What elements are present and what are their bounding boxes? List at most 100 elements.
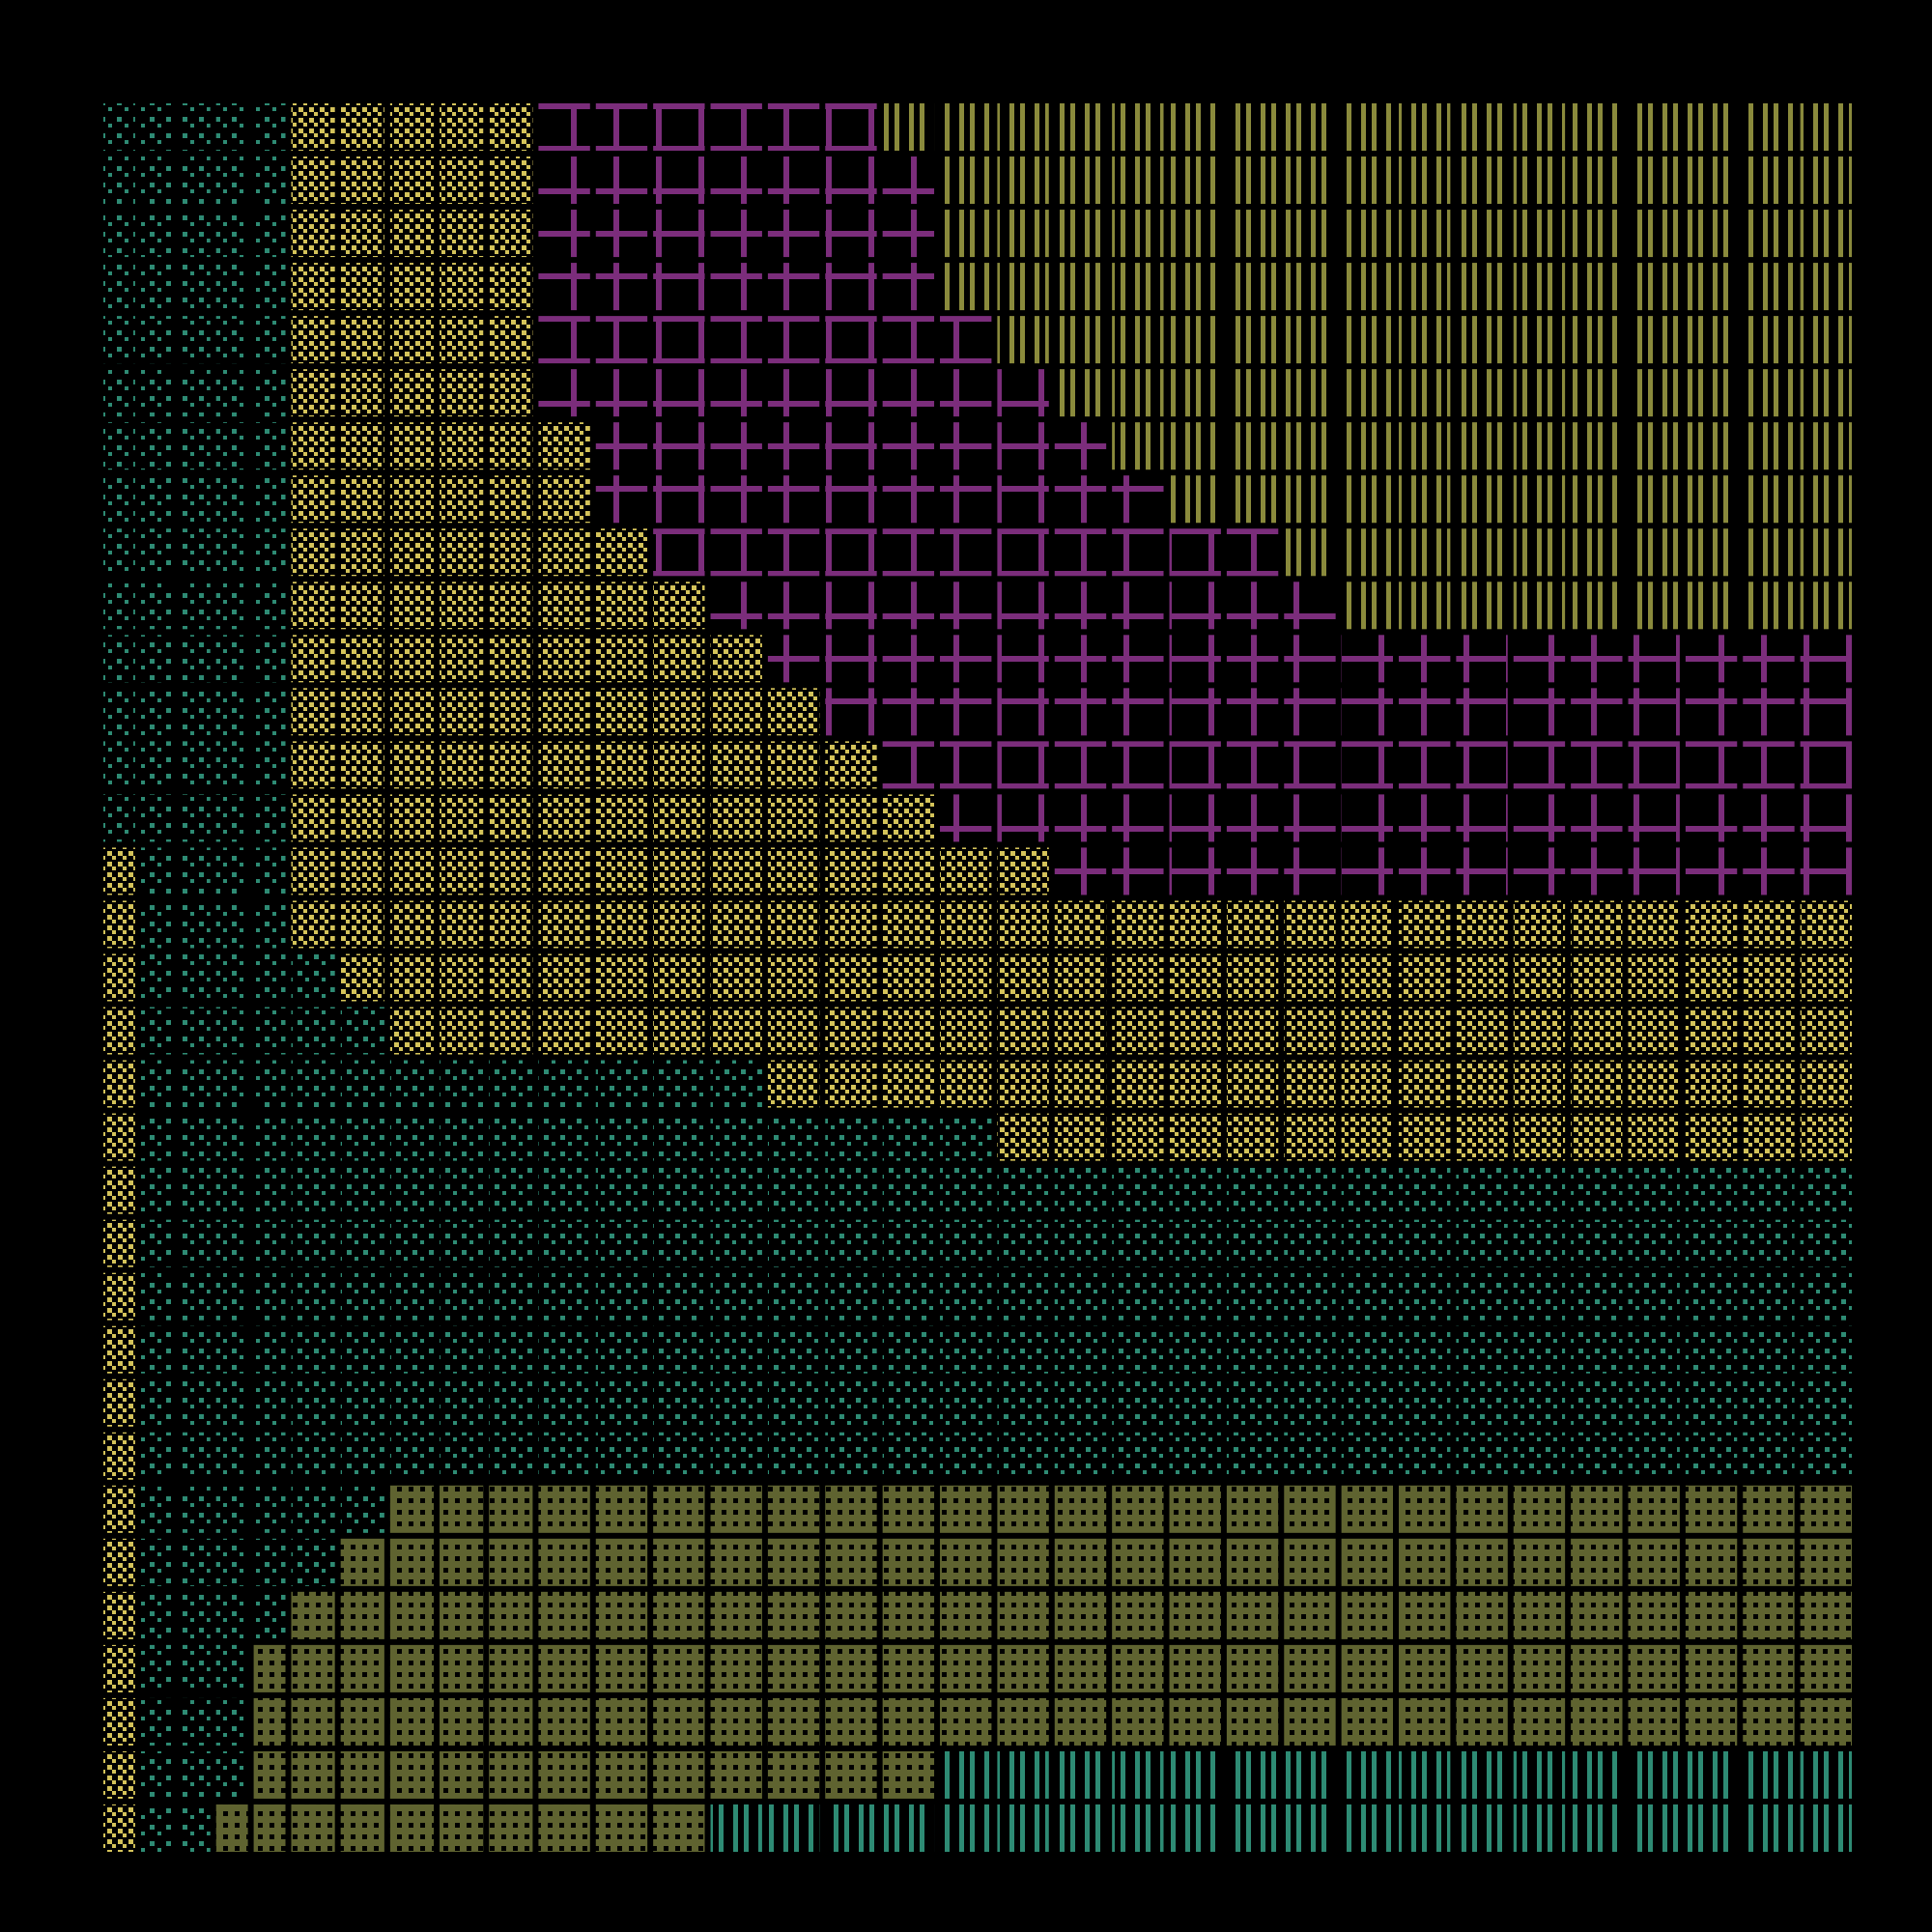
mosaic-cell [178,1007,211,1055]
mosaic-cell [215,1166,248,1214]
mosaic-cell [825,847,877,895]
mosaic-cell [653,369,705,417]
mosaic-cell [825,582,877,630]
mosaic-cell [1341,1804,1394,1852]
mosaic-cell [253,1432,286,1480]
mosaic-cell [595,475,648,524]
mosaic-cell [710,1060,762,1108]
mosaic-cell [1685,1804,1738,1852]
mosaic-cell [595,1804,648,1852]
mosaic-cell [767,688,820,736]
mosaic-cell [489,316,533,364]
mosaic-cell [653,1750,705,1799]
mosaic-cell [340,635,384,683]
mosaic-cell [1169,369,1221,417]
mosaic-cell [882,1591,935,1639]
mosaic-cell [1743,422,1795,470]
mosaic-cell [178,316,211,364]
mosaic-cell [1112,1272,1164,1321]
mosaic-cell [1284,1272,1336,1321]
mosaic-cell [215,316,248,364]
mosaic-cell [340,1804,384,1852]
mosaic-cell [1284,688,1336,736]
mosaic-cell [1399,369,1451,417]
mosaic-cell [1456,794,1508,842]
mosaic-cell [1800,635,1852,683]
mosaic-cell [538,741,590,789]
mosaic-cell [1341,316,1394,364]
mosaic-cell [538,1697,590,1746]
mosaic-cell [1743,1432,1795,1480]
mosaic-cell [178,1538,211,1586]
mosaic-cell [997,1325,1049,1374]
mosaic-cell [1284,1697,1336,1746]
mosaic-cell [1169,1060,1221,1108]
mosaic-cell [825,900,877,949]
mosaic-cell [389,1219,435,1267]
mosaic-cell [882,369,935,417]
mosaic-cell [1685,1644,1738,1692]
mosaic-cell [767,1007,820,1055]
mosaic-cell [1571,1750,1623,1799]
mosaic-cell [997,1538,1049,1586]
mosaic-cell [1628,741,1680,789]
mosaic-cell [291,1325,335,1374]
mosaic-cell [1628,1432,1680,1480]
mosaic-cell [1112,1644,1164,1692]
mosaic-cell [882,1166,935,1214]
mosaic-cell [653,1007,705,1055]
mosaic-cell [253,900,286,949]
mosaic-cell [103,316,135,364]
mosaic-cell [103,847,135,895]
mosaic-cell [1628,1591,1680,1639]
mosaic-cell [1054,688,1107,736]
mosaic-cell [710,1804,762,1852]
mosaic-cell [103,900,135,949]
mosaic-cell [1456,475,1508,524]
mosaic-cell [178,1485,211,1533]
mosaic-cell [882,1485,935,1533]
mosaic-cell [1399,1060,1451,1108]
mosaic-cell [710,210,762,258]
mosaic-cell [997,210,1049,258]
mosaic-cell [538,369,590,417]
mosaic-cell [440,1325,484,1374]
mosaic-cell [178,1378,211,1427]
mosaic-cell [1112,422,1164,470]
mosaic-cell [489,422,533,470]
mosaic-cell [1399,528,1451,577]
mosaic-cell [1169,688,1221,736]
mosaic-cell [1743,369,1795,417]
mosaic-cell [1456,1166,1508,1214]
mosaic-cell [215,1697,248,1746]
mosaic-cell [253,1007,286,1055]
mosaic-cell [595,156,648,205]
mosaic-cell [1800,953,1852,1002]
mosaic-cell [178,475,211,524]
mosaic-cell [1800,475,1852,524]
mosaic-cell [440,316,484,364]
mosaic-cell [1571,1378,1623,1427]
mosaic-cell [1169,1697,1221,1746]
mosaic-cell [653,156,705,205]
mosaic-cell [1743,1378,1795,1427]
mosaic-cell [440,741,484,789]
mosaic-cell [767,1538,820,1586]
mosaic-cell [103,1325,135,1374]
mosaic-cell [215,1378,248,1427]
mosaic-cell [340,794,384,842]
mosaic-cell [389,1804,435,1852]
mosaic-cell [1054,847,1107,895]
mosaic-cell [140,316,173,364]
mosaic-cell [1800,528,1852,577]
mosaic-cell [215,210,248,258]
mosaic-cell [595,1485,648,1533]
mosaic-cell [1743,1219,1795,1267]
mosaic-cell [253,156,286,205]
mosaic-cell [1169,794,1221,842]
mosaic-cell [1226,1113,1279,1161]
mosaic-cell [940,847,992,895]
mosaic-cell [1800,1485,1852,1533]
mosaic-cell [1513,1219,1566,1267]
